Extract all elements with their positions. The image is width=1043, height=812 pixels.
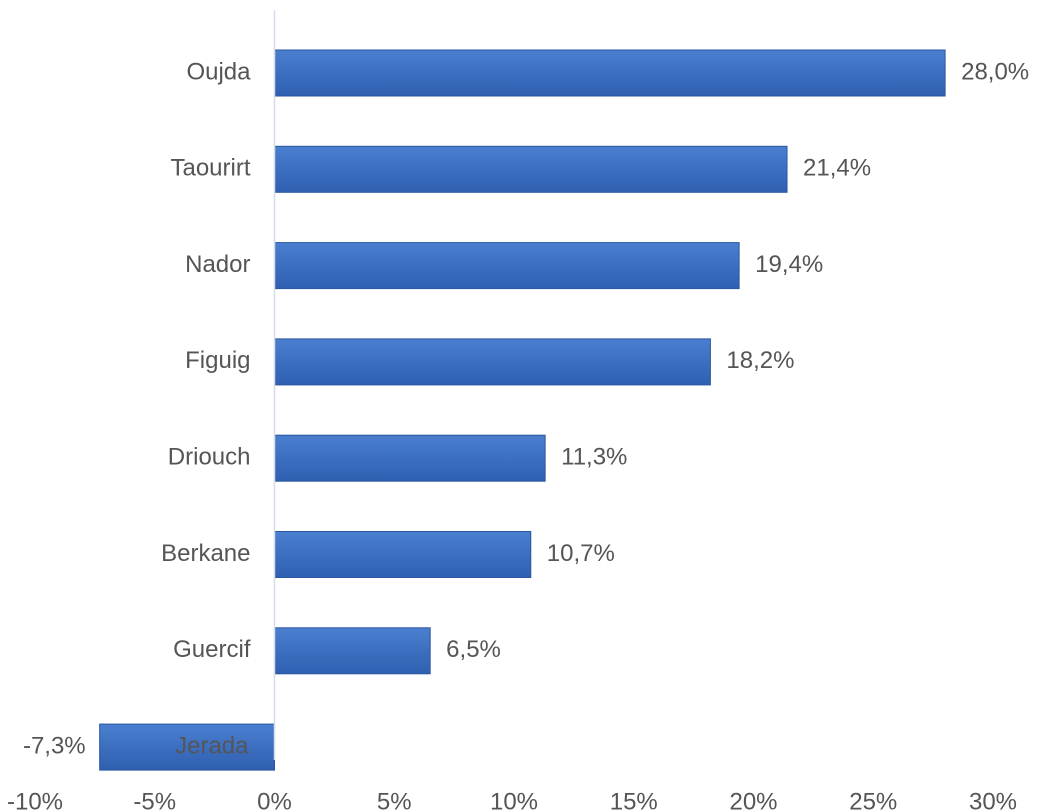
category-label-oujda: Oujda (186, 58, 251, 85)
bar-driouch (274, 434, 546, 482)
tick-label: 15% (610, 788, 658, 812)
value-label-berkane: 10,7% (547, 540, 615, 567)
category-label-guercif: Guercif (173, 636, 251, 663)
tick-label: 0% (257, 788, 292, 812)
bar-taourirt (274, 145, 788, 193)
value-label-jerada: -7,3% (23, 732, 86, 759)
category-label-figuig: Figuig (185, 347, 250, 374)
x-axis-tick-labels: -10% -5% 0% 5% 10% 15% 20% 25% 30% (7, 788, 1017, 812)
bar-jerada (99, 723, 276, 771)
bar-figuig (274, 338, 711, 386)
tick-label: -10% (7, 788, 63, 812)
value-label-oujda: 28,0% (961, 58, 1029, 85)
category-label-taourirt: Taourirt (170, 155, 250, 182)
tick-label: -5% (133, 788, 176, 812)
category-label-driouch: Driouch (168, 444, 251, 471)
value-label-figuig: 18,2% (726, 347, 794, 374)
category-label-berkane: Berkane (161, 540, 250, 567)
tick-label: 25% (849, 788, 897, 812)
value-labels: 28,0% 21,4% 19,4% 18,2% 11,3% 10,7% 6,5% -7,3% (23, 58, 1029, 759)
tick-label: 30% (969, 788, 1017, 812)
bars-layer (99, 49, 946, 771)
category-label-nador: Nador (185, 251, 250, 278)
tick-label: 10% (490, 788, 538, 812)
bar-berkane (274, 531, 532, 578)
category-label-jerada: Jerada (175, 732, 249, 759)
value-label-nador: 19,4% (755, 251, 823, 278)
bar-oujda (274, 49, 946, 97)
bar-guercif (274, 627, 431, 675)
bar-nador (274, 242, 740, 290)
tick-label: 5% (377, 788, 412, 812)
category-labels: Oujda Taourirt Nador Figuig Driouch Berkane Gu… (161, 58, 251, 759)
value-label-driouch: 11,3% (561, 444, 627, 471)
value-label-guercif: 6,5% (446, 636, 501, 663)
tick-label: 20% (729, 788, 777, 812)
value-label-taourirt: 21,4% (803, 155, 871, 182)
